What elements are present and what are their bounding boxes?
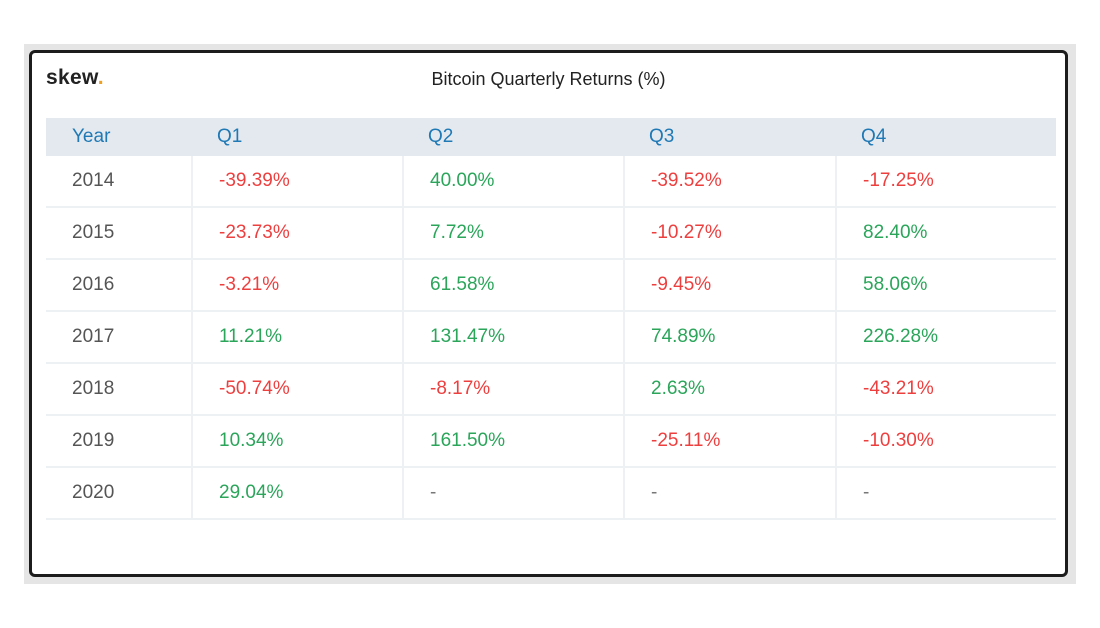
q4-cell: 82.40%: [835, 208, 1056, 258]
q2-cell: 131.47%: [402, 312, 623, 362]
header-q3: Q3: [649, 126, 675, 147]
q1-cell: 29.04%: [191, 468, 402, 518]
q3-cell: -9.45%: [623, 260, 835, 310]
q1-cell: -3.21%: [191, 260, 402, 310]
q2-cell: -: [402, 468, 623, 518]
logo-text: skew: [46, 66, 98, 89]
q4-cell: -43.21%: [835, 364, 1056, 414]
header-q1: Q1: [217, 126, 243, 147]
q1-cell: -39.39%: [191, 156, 402, 206]
q3-cell: -25.11%: [623, 416, 835, 466]
skew-logo: skew.: [46, 66, 104, 90]
table-row: 2017 11.21% 131.47% 74.89% 226.28%: [46, 312, 1056, 364]
q2-cell: 161.50%: [402, 416, 623, 466]
q3-cell: -10.27%: [623, 208, 835, 258]
logo-dot: .: [97, 66, 104, 89]
table-row: 2015 -23.73% 7.72% -10.27% 82.40%: [46, 208, 1056, 260]
q1-cell: 11.21%: [191, 312, 402, 362]
year-cell: 2017: [72, 326, 115, 347]
header-q2: Q2: [428, 126, 454, 147]
returns-table: Year Q1 Q2 Q3 Q4 2014 -39.39% 40.00% -39…: [46, 118, 1056, 520]
q2-cell: 61.58%: [402, 260, 623, 310]
table-row: 2020 29.04% - - -: [46, 468, 1056, 520]
year-cell: 2019: [72, 430, 115, 451]
year-cell: 2014: [72, 170, 115, 191]
table-row: 2016 -3.21% 61.58% -9.45% 58.06%: [46, 260, 1056, 312]
q4-cell: -10.30%: [835, 416, 1056, 466]
q4-cell: -: [835, 468, 1056, 518]
q3-cell: 2.63%: [623, 364, 835, 414]
q3-cell: 74.89%: [623, 312, 835, 362]
chart-title: Bitcoin Quarterly Returns (%): [431, 69, 666, 89]
q2-cell: -8.17%: [402, 364, 623, 414]
year-cell: 2020: [72, 482, 115, 503]
year-cell: 2018: [72, 378, 115, 399]
q4-cell: 58.06%: [835, 260, 1056, 310]
q1-cell: -50.74%: [191, 364, 402, 414]
q1-cell: -23.73%: [191, 208, 402, 258]
q2-cell: 40.00%: [402, 156, 623, 206]
q3-cell: -: [623, 468, 835, 518]
q4-cell: 226.28%: [835, 312, 1056, 362]
year-cell: 2015: [72, 222, 115, 243]
header-year: Year: [72, 126, 111, 147]
q4-cell: -17.25%: [835, 156, 1056, 206]
q3-cell: -39.52%: [623, 156, 835, 206]
year-cell: 2016: [72, 274, 115, 295]
returns-card: skew. Bitcoin Quarterly Returns (%) Year…: [29, 50, 1068, 577]
table-row: 2014 -39.39% 40.00% -39.52% -17.25%: [46, 156, 1056, 208]
q1-cell: 10.34%: [191, 416, 402, 466]
table-row: 2019 10.34% 161.50% -25.11% -10.30%: [46, 416, 1056, 468]
table-header-row: Year Q1 Q2 Q3 Q4: [46, 118, 1056, 156]
table-row: 2018 -50.74% -8.17% 2.63% -43.21%: [46, 364, 1056, 416]
q2-cell: 7.72%: [402, 208, 623, 258]
header-q4: Q4: [861, 126, 887, 147]
